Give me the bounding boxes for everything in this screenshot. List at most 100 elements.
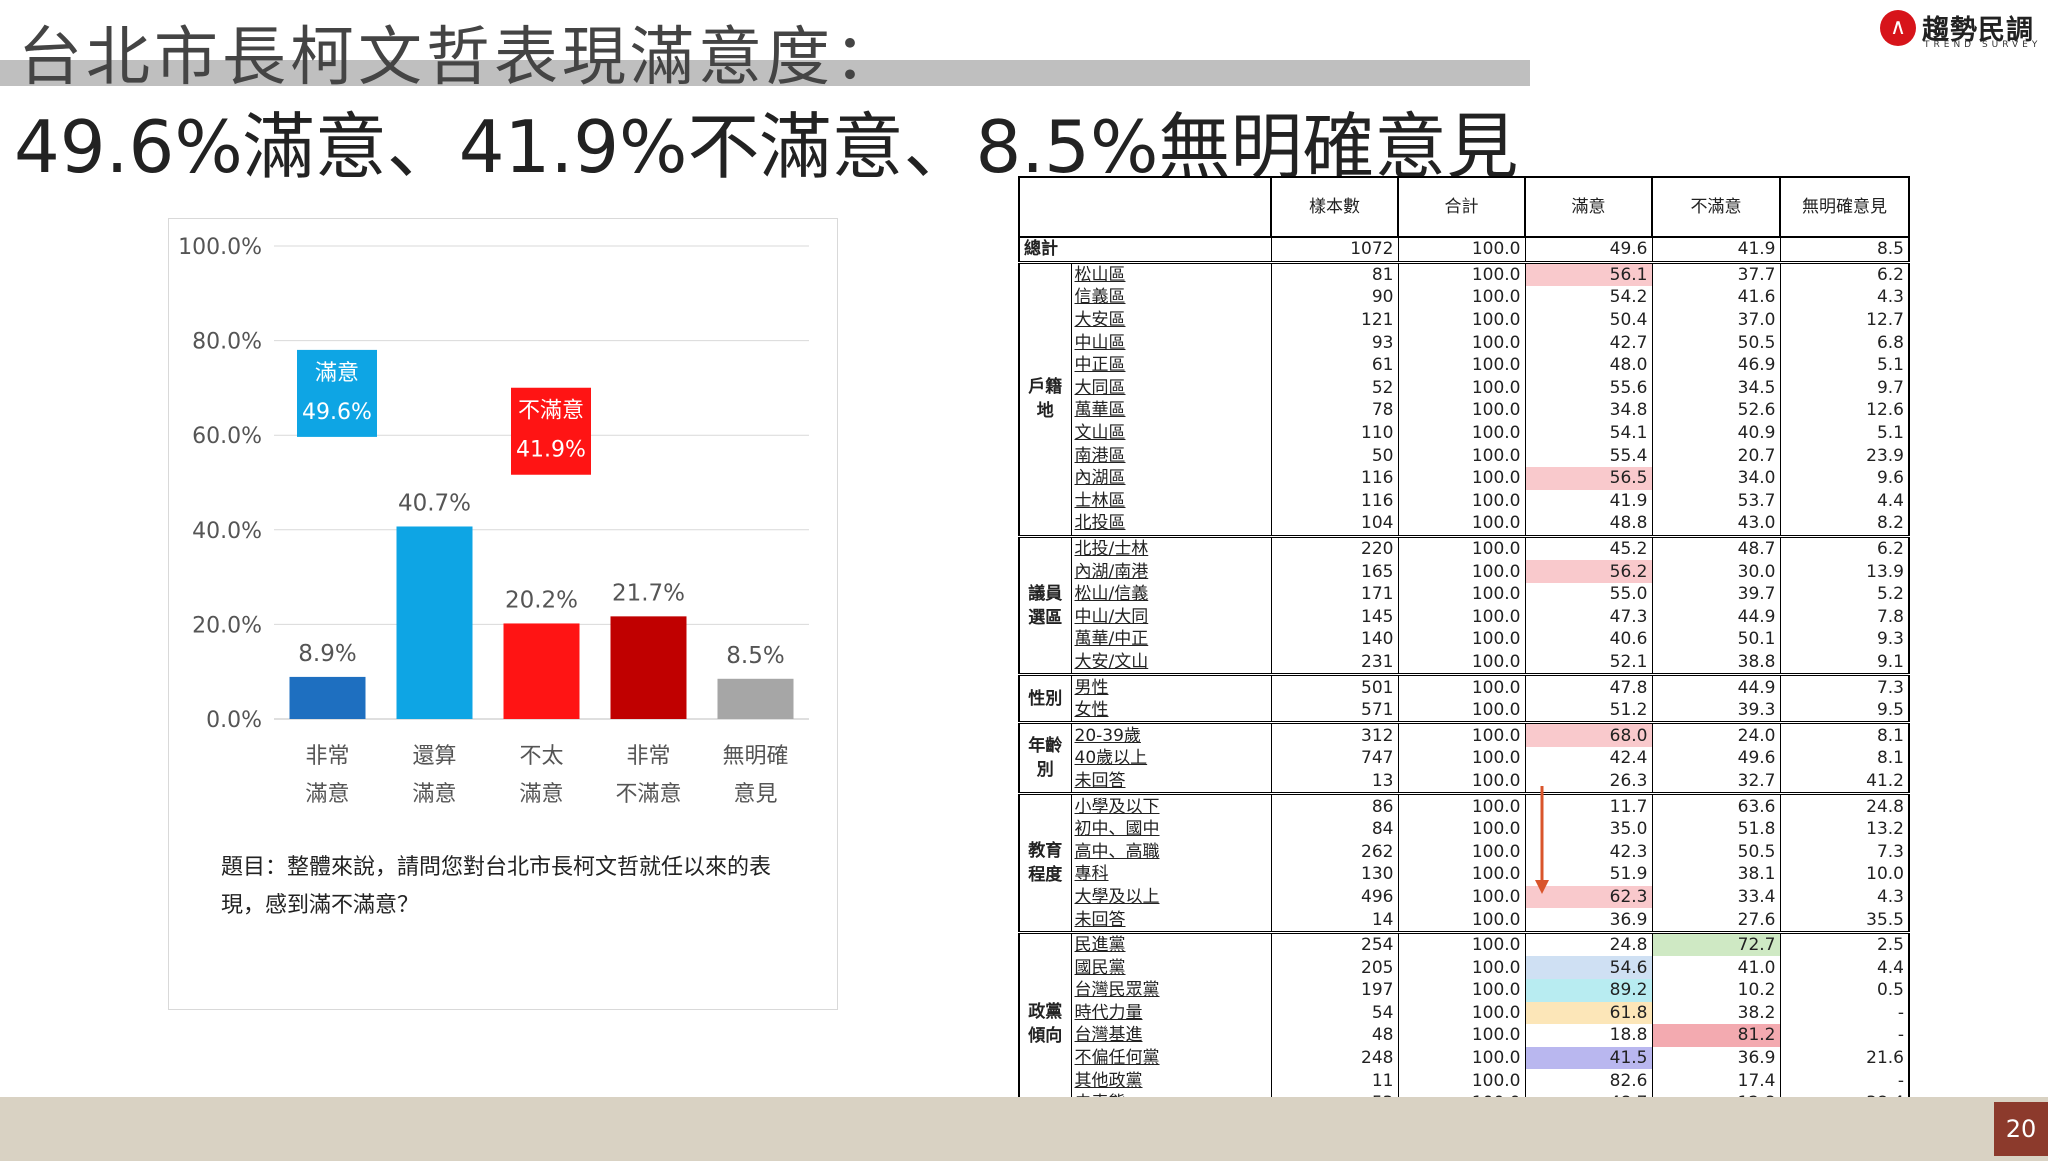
row-label: 中山區 bbox=[1071, 331, 1272, 354]
cell-total-sum: 100.0 bbox=[1397, 235, 1526, 263]
table-cell: 140 bbox=[1270, 628, 1399, 651]
row-label: 信義區 bbox=[1071, 286, 1272, 309]
table-cell: 248 bbox=[1270, 1046, 1399, 1070]
row-label: 北投區 bbox=[1071, 512, 1272, 537]
table-cell: 63.6 bbox=[1651, 792, 1781, 818]
table-cell: 100.0 bbox=[1397, 650, 1526, 675]
table-cell: 38.8 bbox=[1651, 650, 1781, 675]
table-cell: 5.1 bbox=[1779, 353, 1910, 377]
row-label: 大安區 bbox=[1071, 308, 1272, 332]
table-cell: 9.1 bbox=[1779, 650, 1910, 675]
table-cell: 34.5 bbox=[1651, 376, 1781, 400]
y-tick-label: 40.0% bbox=[192, 519, 262, 544]
header-blank bbox=[1018, 176, 1272, 238]
table-cell: 8.2 bbox=[1779, 512, 1910, 537]
x-tick-label: 非常 bbox=[305, 744, 349, 769]
trend-arrow-head bbox=[1535, 880, 1549, 894]
table-cell: 53.7 bbox=[1651, 489, 1781, 513]
table-cell: 35.0 bbox=[1524, 817, 1653, 841]
table-cell: 4.4 bbox=[1779, 489, 1910, 513]
table-cell: 100.0 bbox=[1397, 930, 1526, 957]
table-cell: 34.0 bbox=[1651, 466, 1781, 490]
table-cell: 33.4 bbox=[1651, 885, 1781, 909]
table-row: 40歲以上 747 100.0 42.4 49.6 8.1 bbox=[1019, 747, 1910, 770]
x-tick-label: 滿意 bbox=[305, 782, 349, 807]
table-row: 大安區 121 100.0 50.4 37.0 12.7 bbox=[1019, 308, 1910, 332]
table-row-total: 總計 1072 100.0 49.6 41.9 8.5 bbox=[1018, 235, 1910, 263]
table-cell: 100.0 bbox=[1397, 353, 1526, 377]
x-tick-label: 意見 bbox=[733, 782, 777, 807]
row-label: 北投/士林 bbox=[1071, 534, 1272, 561]
table-cell: 100.0 bbox=[1397, 605, 1526, 629]
table-cell: 9.5 bbox=[1779, 698, 1910, 723]
x-tick-label: 非常 bbox=[626, 744, 670, 769]
row-label: 萬華/中正 bbox=[1071, 628, 1272, 651]
table-cell: 27.6 bbox=[1651, 908, 1781, 933]
cell-total-dissatisfied: 41.9 bbox=[1651, 235, 1781, 263]
table-cell: 68.0 bbox=[1524, 721, 1653, 748]
table-cell: 100.0 bbox=[1397, 1024, 1526, 1047]
table-cell: 30.0 bbox=[1651, 560, 1781, 583]
table-row: 內湖區 116 100.0 56.5 34.0 9.6 bbox=[1019, 466, 1910, 490]
table-cell: 100.0 bbox=[1397, 908, 1526, 933]
table-cell: 40.9 bbox=[1651, 421, 1781, 445]
table-cell: 312 bbox=[1270, 721, 1399, 748]
row-label: 大學及以上 bbox=[1071, 885, 1272, 909]
table-row: 台灣基進 48 100.0 18.8 81.2- bbox=[1019, 1024, 1910, 1047]
logo-subtitle: TREND SURVEY bbox=[1924, 40, 2042, 50]
table-cell: 171 bbox=[1270, 582, 1399, 606]
cell-total-sample: 1072 bbox=[1270, 235, 1399, 263]
table-cell: 21.6 bbox=[1779, 1046, 1910, 1070]
table-cell: 100.0 bbox=[1397, 308, 1526, 332]
crosstab-table-wrapper: 樣本數 合計 滿意 不滿意 無明確意見 總計 1072 100.0 49.6 4… bbox=[1018, 176, 1910, 1117]
table-cell: 220 bbox=[1270, 534, 1399, 561]
row-label: 專科 bbox=[1071, 863, 1272, 886]
table-cell: 14 bbox=[1270, 908, 1399, 933]
group-label: 政黨傾向 bbox=[1018, 930, 1072, 1117]
table-cell: 121 bbox=[1270, 308, 1399, 332]
table-cell: 571 bbox=[1270, 698, 1399, 723]
table-cell: 13.2 bbox=[1779, 817, 1910, 841]
table-cell: 100.0 bbox=[1397, 534, 1526, 561]
table-row: 未回答 13 100.0 26.3 32.7 41.2 bbox=[1019, 769, 1910, 794]
table-cell: 100.0 bbox=[1397, 885, 1526, 909]
table-cell: 100.0 bbox=[1397, 979, 1526, 1002]
table-cell: 100.0 bbox=[1397, 421, 1526, 445]
row-label-total: 總計 bbox=[1018, 235, 1271, 263]
table-row: 萬華/中正 140 100.0 40.6 50.1 9.3 bbox=[1019, 628, 1910, 651]
x-tick-label: 滿意 bbox=[519, 782, 563, 807]
table-row: 大學及以上 496 100.0 62.3 33.4 4.3 bbox=[1019, 885, 1910, 909]
table-cell: 100.0 bbox=[1397, 628, 1526, 651]
row-label: 松山/信義 bbox=[1071, 582, 1272, 606]
table-cell: 32.7 bbox=[1651, 769, 1781, 794]
table-row: 高中、高職 262 100.0 42.3 50.5 7.3 bbox=[1019, 840, 1910, 864]
table-cell: 100.0 bbox=[1397, 560, 1526, 583]
table-cell: - bbox=[1779, 1001, 1910, 1025]
data-label: 21.7% bbox=[612, 580, 685, 606]
table-cell: 55.4 bbox=[1524, 444, 1653, 467]
bar bbox=[610, 616, 687, 719]
table-cell: 50.5 bbox=[1651, 840, 1781, 864]
cell-total-no-opinion: 8.5 bbox=[1779, 235, 1910, 263]
row-label: 大安/文山 bbox=[1071, 650, 1272, 675]
table-header-row: 樣本數 合計 滿意 不滿意 無明確意見 bbox=[1018, 176, 1910, 238]
row-label: 高中、高職 bbox=[1071, 840, 1272, 864]
table-row: 不偏任何黨 248 100.0 41.5 36.9 21.6 bbox=[1019, 1046, 1910, 1070]
table-cell: 51.2 bbox=[1524, 698, 1653, 723]
row-label: 未回答 bbox=[1071, 908, 1272, 933]
table-cell: 39.7 bbox=[1651, 582, 1781, 606]
annotation-label: 41.9% bbox=[516, 438, 586, 463]
row-label: 男性 bbox=[1071, 673, 1272, 699]
survey-question: 題目：整體來說，請問您對台北市長柯文哲就任以來的表現，感到滿不滿意？ bbox=[221, 855, 772, 918]
table-cell: 100.0 bbox=[1397, 673, 1526, 699]
bar bbox=[717, 678, 794, 719]
group-label: 年齡別 bbox=[1018, 721, 1072, 794]
table-cell: 4.3 bbox=[1779, 885, 1910, 909]
table-cell: 9.7 bbox=[1779, 376, 1910, 400]
table-cell: 56.5 bbox=[1524, 466, 1653, 490]
table-cell: 9.6 bbox=[1779, 466, 1910, 490]
row-label: 台灣民眾黨 bbox=[1071, 979, 1272, 1002]
table-row: 台灣民眾黨 197 100.0 89.2 10.2 0.5 bbox=[1019, 979, 1910, 1002]
cell-total-satisfied: 49.6 bbox=[1524, 235, 1653, 263]
table-row: 政黨傾向 民進黨 254 100.0 24.8 72.7 2.5 bbox=[1018, 930, 1910, 1117]
